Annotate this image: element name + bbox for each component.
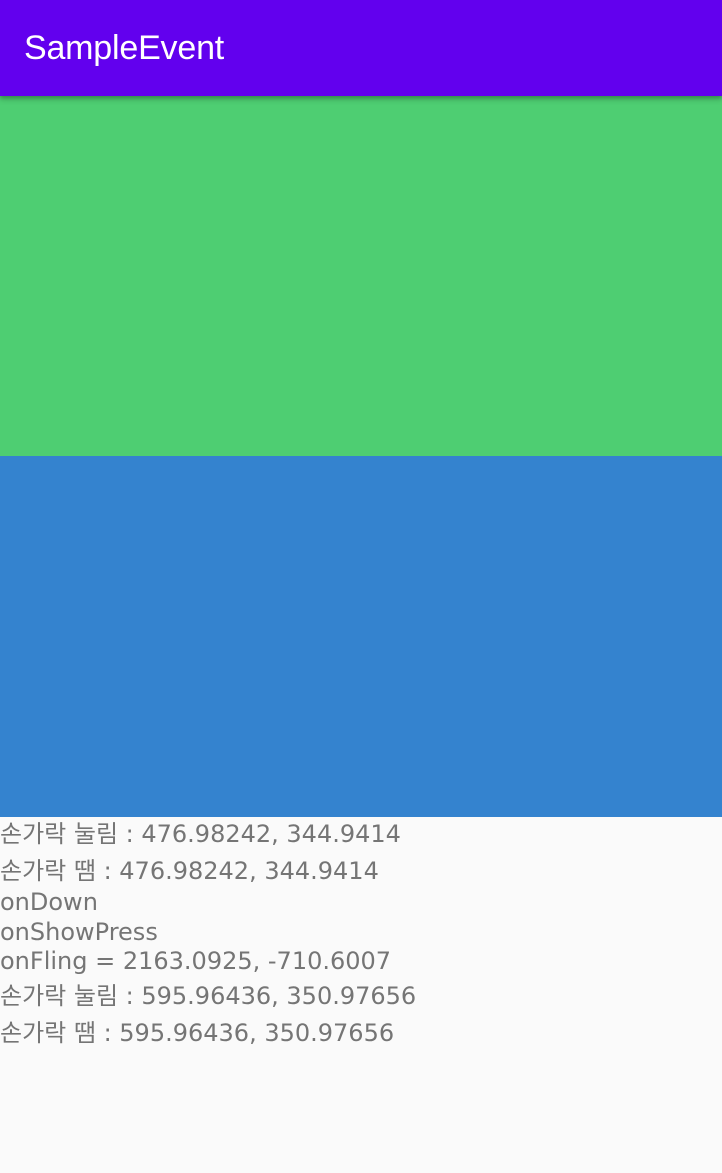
- app-title: SampleEvent: [24, 29, 225, 67]
- log-line: 손가락 눌림 : 595.96436, 350.97656: [0, 982, 417, 1010]
- log-line: onDown: [0, 888, 98, 916]
- log-line: onShowPress: [0, 918, 158, 946]
- gesture-view[interactable]: [0, 456, 722, 817]
- app-bar: SampleEvent: [0, 0, 722, 96]
- log-line: 손가락 눌림 : 476.98242, 344.9414: [0, 820, 401, 848]
- event-log-textview[interactable]: 손가락 눌림 : 476.98242, 344.9414 손가락 땜 : 476…: [0, 817, 722, 1173]
- log-line: 손가락 땜 : 595.96436, 350.97656: [0, 1019, 395, 1047]
- touch-view[interactable]: [0, 96, 722, 456]
- log-line: 손가락 땜 : 476.98242, 344.9414: [0, 857, 379, 885]
- log-line: onFling = 2163.0925, -710.6007: [0, 947, 392, 975]
